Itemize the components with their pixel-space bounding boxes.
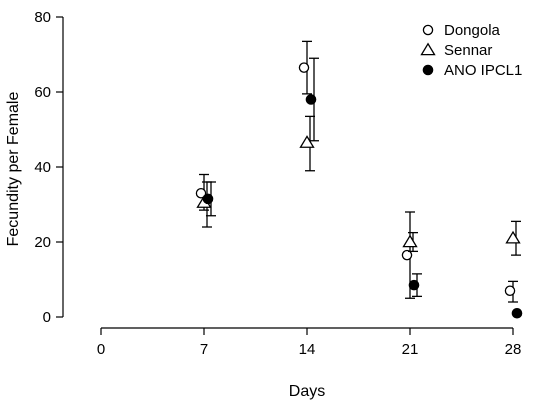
legend: Dongola Sennar ANO IPCL1 <box>420 22 522 79</box>
legend-marker <box>422 64 434 76</box>
series-sennar <box>196 115 521 256</box>
legend-entry: ANO IPCL1 <box>422 62 522 79</box>
legend-label: Sennar <box>444 42 492 59</box>
data-point <box>298 62 310 73</box>
legend-label: ANO IPCL1 <box>444 62 522 79</box>
series-ano-ipcl1 <box>202 57 523 319</box>
y-tick-label: 0 <box>43 309 51 326</box>
legend-label: Dongola <box>444 22 501 39</box>
y-tick-label: 80 <box>34 9 51 26</box>
legend-marker <box>422 24 434 36</box>
data-marks <box>195 40 523 319</box>
axes: 0 20 40 60 80 0 7 14 21 28 Days Fecundity per Femal… <box>5 9 521 400</box>
x-tick-label: 14 <box>299 341 316 358</box>
y-tick-label: 40 <box>34 159 51 176</box>
legend-marker <box>420 42 436 56</box>
data-point <box>402 234 418 248</box>
data-point <box>305 94 317 105</box>
data-point <box>511 307 523 319</box>
x-axis-title: Days <box>289 383 325 400</box>
data-point <box>408 279 420 291</box>
x-tick-label: 0 <box>97 341 105 358</box>
x-tick-label: 21 <box>402 341 419 358</box>
y-tick-label: 60 <box>34 84 51 101</box>
data-point <box>195 187 207 199</box>
x-tick-label: 7 <box>200 341 208 358</box>
data-point <box>202 193 214 205</box>
legend-entry: Dongola <box>422 22 501 39</box>
legend-entry: Sennar <box>420 42 492 59</box>
series-dongola <box>195 40 518 303</box>
y-axis-title: Fecundity per Female <box>5 92 22 247</box>
data-point <box>504 285 516 296</box>
data-point <box>505 230 521 244</box>
y-tick-label: 20 <box>34 234 51 251</box>
data-point <box>401 249 413 261</box>
x-tick-label: 28 <box>505 341 522 358</box>
data-point <box>299 135 315 148</box>
